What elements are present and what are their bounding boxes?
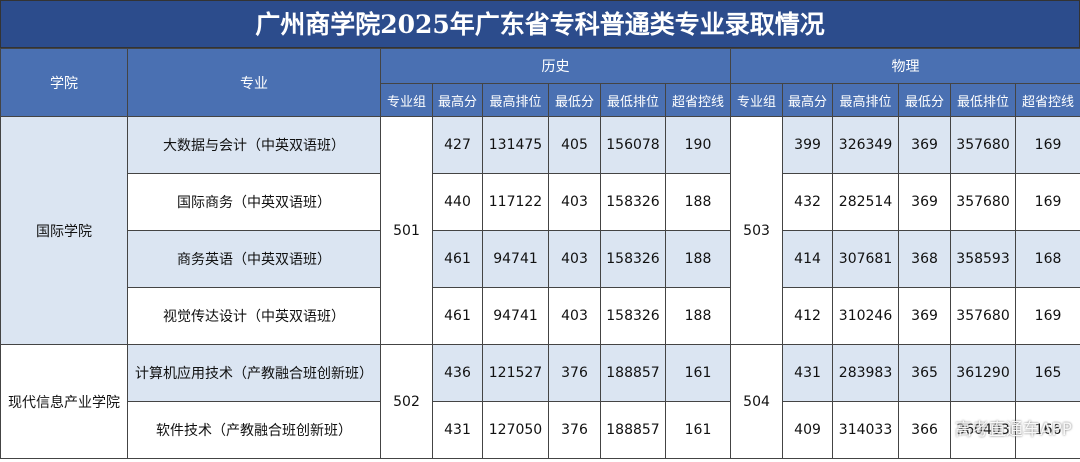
table-row: 商务英语（中英双语班） 461 94741 403 158326 188 414 307681… (1, 230, 1080, 288)
value-cell: 168 (1015, 230, 1080, 288)
table-row: 现代信息产业学院 计算机应用技术（产教融合班创新班） 502 436 121527 376… (0, 344, 1080, 459)
value-cell: 169 (1015, 287, 1080, 345)
table-row: 软件技术（产教融合班创新班） 431 127050 376 188857 161 409 31… (1, 401, 1080, 459)
value-cell: 314033 (832, 401, 900, 459)
major-cell: 大数据与会计（中英双语班） (127, 116, 381, 174)
major-cell: 软件技术（产教融合班创新班） (127, 401, 381, 459)
value-cell: 432 (782, 173, 834, 231)
value-cell: 307681 (832, 230, 900, 288)
value-cell: 131475 (482, 116, 549, 174)
value-cell: 121527 (482, 344, 549, 402)
value-cell: 361290 (950, 344, 1017, 402)
college-cell: 国际学院 (0, 116, 128, 345)
value-cell: 188 (664, 230, 732, 288)
value-cell: 158326 (600, 173, 666, 231)
value-cell: 376 (548, 344, 601, 402)
value-cell: 169 (1015, 116, 1080, 174)
major-cell: 商务英语（中英双语班） (127, 230, 381, 288)
value-cell: 399 (782, 116, 834, 174)
value-cell: 158326 (600, 230, 666, 288)
value-cell: 127050 (482, 401, 549, 459)
value-cell: 358593 (950, 230, 1017, 288)
header-cell: 最高排位 (832, 83, 900, 117)
value-cell: 156078 (600, 116, 666, 174)
value-cell: 369 (898, 287, 952, 345)
value-cell: 360403 (950, 401, 1017, 459)
header-cell: 最低分 (548, 83, 601, 117)
value-cell: 436 (432, 344, 483, 402)
value-cell: 190 (664, 116, 732, 174)
value-cell: 158326 (600, 287, 666, 345)
value-cell: 169 (1015, 173, 1080, 231)
value-cell: 403 (548, 173, 601, 231)
table-row: 国际学院 大数据与会计（中英双语班） 501 427 131475 405 156078 19… (0, 116, 1080, 345)
value-cell: 283983 (832, 344, 900, 402)
value-cell: 427 (432, 116, 483, 174)
value-cell: 94741 (482, 287, 549, 345)
value-cell: 357680 (950, 173, 1017, 231)
value-cell: 369 (898, 173, 952, 231)
value-cell: 403 (548, 230, 601, 288)
group-cell: 503 (730, 116, 784, 345)
group-cell: 502 (380, 344, 433, 459)
table-row: 国际商务（中英双语班） 440 117122 403 158326 188 432 28251… (1, 173, 1080, 231)
value-cell: 365 (898, 344, 952, 402)
value-cell: 161 (664, 344, 732, 402)
header-cell: 超省控线 (1015, 83, 1080, 117)
header-cell: 最低排位 (600, 83, 666, 117)
header-cell: 最低分 (898, 83, 952, 117)
value-cell: 326349 (832, 116, 900, 174)
group-cell: 501 (380, 116, 433, 345)
value-cell: 368 (898, 230, 952, 288)
value-cell: 282514 (832, 173, 900, 231)
value-cell: 188857 (600, 344, 666, 402)
value-cell: 366 (898, 401, 952, 459)
major-cell: 视觉传达设计（中英双语班） (127, 287, 381, 345)
value-cell: 461 (432, 287, 483, 345)
major-cell: 国际商务（中英双语班） (127, 173, 381, 231)
header-cell: 最高排位 (482, 83, 549, 117)
value-cell: 403 (548, 287, 601, 345)
value-cell: 188 (664, 173, 732, 231)
value-cell: 431 (782, 344, 834, 402)
admission-table: 学院 专业 历史 物理 专业组 最高分 最高排位 最低分 最低排位 超省控线 专业组 最高分最… (0, 48, 1080, 459)
value-cell: 94741 (482, 230, 549, 288)
value-cell: 117122 (482, 173, 549, 231)
value-cell: 166 (1015, 401, 1080, 459)
value-cell: 357680 (950, 287, 1017, 345)
group-cell: 504 (730, 344, 784, 459)
table-row: 视觉传达设计（中英双语班） 461 94741 403 158326 188 412 3102… (1, 287, 1080, 345)
header-cell: 超省控线 (664, 83, 732, 117)
value-cell: 357680 (950, 116, 1017, 174)
value-cell: 461 (432, 230, 483, 288)
header-cell: 历史 (379, 48, 732, 84)
header-cell: 专业组 (730, 83, 784, 117)
header-cell: 最低排位 (950, 83, 1017, 117)
header-cell: 专业 (127, 48, 381, 117)
value-cell: 412 (782, 287, 834, 345)
value-cell: 376 (548, 401, 601, 459)
header-cell: 最高分 (782, 83, 834, 117)
major-cell: 计算机应用技术（产教融合班创新班） (127, 344, 381, 402)
table-title: 广州商学院2025年广东省专科普通类专业录取情况 (0, 0, 1080, 48)
value-cell: 165 (1015, 344, 1080, 402)
header-cell: 物理 (730, 48, 1080, 84)
header-cell: 学院 (0, 48, 128, 117)
value-cell: 369 (898, 116, 952, 174)
watermark: 高考直通车APP (954, 420, 1072, 440)
value-cell: 414 (782, 230, 834, 288)
value-cell: 405 (548, 116, 601, 174)
value-cell: 431 (432, 401, 483, 459)
value-cell: 188857 (600, 401, 666, 459)
value-cell: 310246 (832, 287, 900, 345)
value-cell: 409 (782, 401, 834, 459)
value-cell: 440 (432, 173, 483, 231)
header-cell: 专业组 (380, 83, 433, 117)
value-cell: 161 (664, 401, 732, 459)
college-cell: 现代信息产业学院 (0, 344, 128, 459)
header-cell: 最高分 (432, 83, 483, 117)
value-cell: 188 (664, 287, 732, 345)
